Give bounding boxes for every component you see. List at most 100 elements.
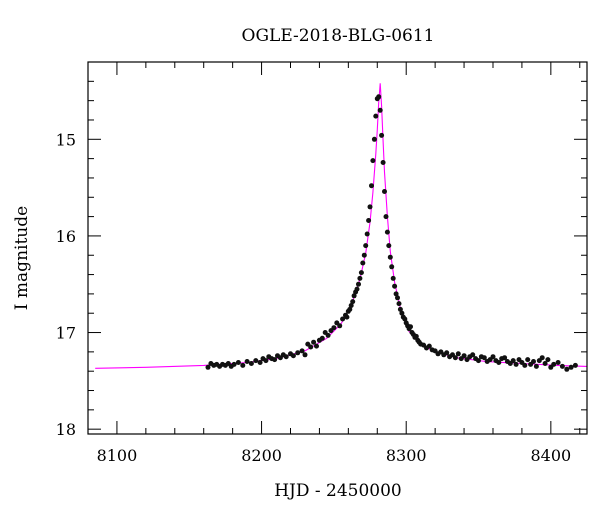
data-point [356,281,361,287]
data-point [461,353,467,359]
data-point [373,113,379,119]
x-tick-label: 8400 [530,446,571,465]
data-point [366,218,372,223]
data-point [367,204,373,210]
data-point [325,332,331,338]
data-point [308,344,314,350]
data-point [408,324,413,330]
data-point [231,361,237,367]
data-point [376,94,382,100]
data-point [564,366,570,372]
data-point [369,183,374,189]
data-point [568,364,574,370]
data-point [513,361,519,367]
data-point [240,362,246,368]
x-tick-label: 8300 [386,446,427,465]
y-tick-label: 15 [56,130,76,149]
data-point [295,350,301,356]
data-point [263,358,269,364]
data-point [533,363,539,369]
data-point [350,299,356,305]
data-point [455,351,461,357]
data-point [476,358,481,364]
chart-title: OGLE-2018-BLG-0611 [242,26,435,46]
y-tick-label: 18 [56,420,76,439]
data-point [380,160,386,165]
data-point [470,352,476,358]
data-point [545,357,551,363]
data-point [382,189,387,194]
data-point [248,361,254,366]
data-point [319,335,325,341]
data-point [370,158,376,164]
data-point [360,260,366,266]
data-point [364,231,370,237]
x-axis-label: HJD - 2450000 [274,481,402,501]
data-point [347,306,353,312]
data-point [348,303,354,308]
data-point [531,359,536,364]
data-point [337,323,343,329]
x-tick-label: 8100 [97,446,138,465]
data-point [344,314,350,320]
data-point [386,243,392,249]
data-point [551,361,557,367]
data-point [340,316,346,322]
data-point [452,355,458,361]
data-point [539,355,545,361]
data-point [351,293,357,299]
data-point [522,362,528,368]
x-tick-label: 8200 [241,446,282,465]
data-point [395,295,400,301]
data-point [426,343,432,349]
data-point [377,107,383,113]
y-tick-label: 17 [56,324,76,343]
data-point [283,354,289,360]
data-point [402,316,408,322]
data-point [555,360,561,365]
data-point [444,350,450,356]
data-point [253,358,259,364]
data-point [481,355,487,361]
data-point [257,360,263,365]
data-point [397,306,403,312]
data-point [525,357,531,363]
data-point [205,364,211,370]
data-point [396,301,402,307]
data-point [272,357,278,363]
data-point [244,359,250,364]
data-point [361,252,367,258]
data-point [302,352,308,358]
data-point [390,275,396,281]
data-point [542,361,548,366]
data-point [399,310,405,316]
data-point [299,348,305,354]
data-point [496,360,502,365]
data-point [379,132,385,138]
data-point [559,363,565,369]
data-point [371,136,377,142]
data-point [311,339,317,345]
data-point [502,355,508,361]
data-point [383,214,389,220]
data-point [384,229,390,235]
y-tick-label: 16 [56,227,76,246]
y-axis-label: I magnitude [12,206,32,310]
data-point [387,254,393,260]
data-point [389,264,395,270]
data-point [358,270,364,276]
data-point [363,243,369,249]
data-point [413,333,419,339]
data-point [235,360,241,365]
data-point [290,353,296,359]
data-point [572,362,578,368]
data-point [331,325,337,331]
plot-frame [87,61,588,435]
data-point [490,354,496,360]
data-point [393,291,399,297]
data-point [357,275,363,281]
data-point [314,343,319,349]
data-point [354,286,360,292]
data-point [392,283,398,289]
